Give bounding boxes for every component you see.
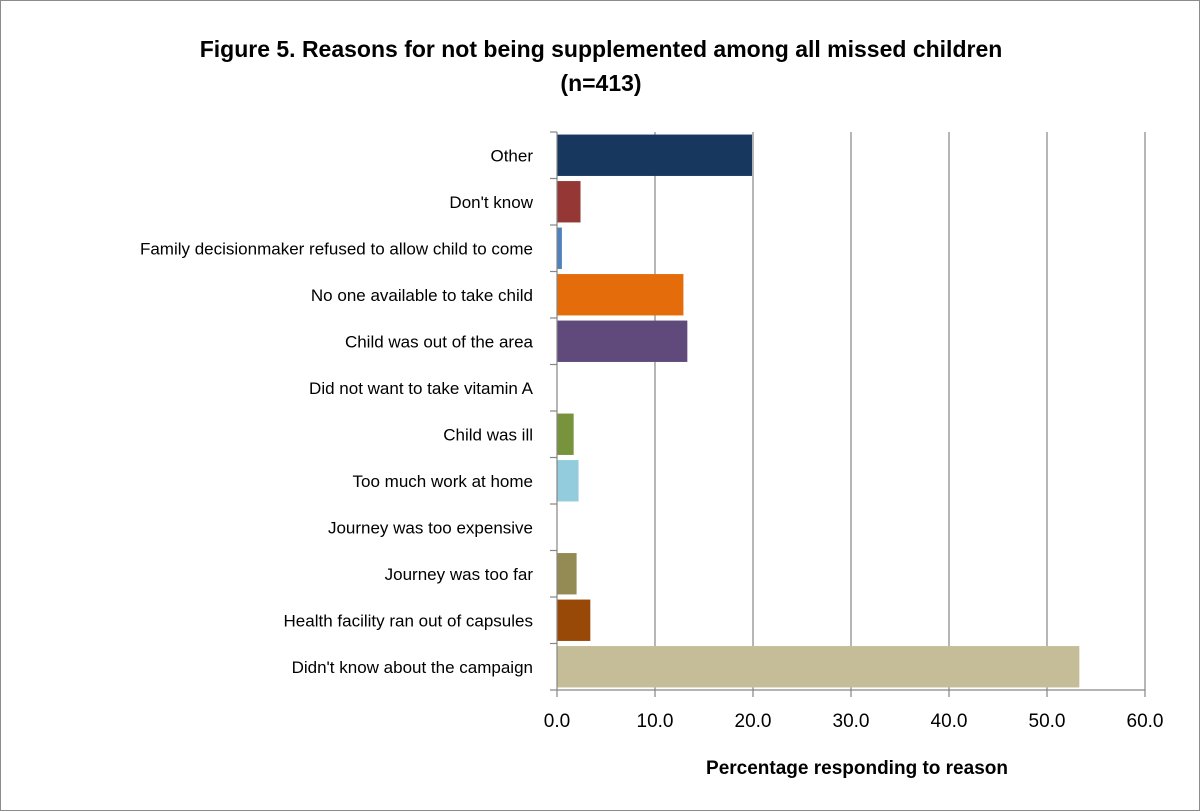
bar <box>557 181 581 223</box>
axes <box>550 131 1146 697</box>
x-tick-label: 10.0 <box>637 711 674 732</box>
category-label: Did not want to take vitamin A <box>309 379 534 398</box>
x-tick-label: 40.0 <box>931 711 968 732</box>
x-tick-label: 50.0 <box>1029 711 1066 732</box>
category-label: Family decisionmaker refused to allow ch… <box>140 239 533 258</box>
bar <box>557 134 753 176</box>
x-axis-title: Percentage responding to reason <box>706 758 1008 779</box>
bar <box>557 413 574 455</box>
bar <box>557 227 562 269</box>
category-label: Journey was too far <box>385 565 534 584</box>
chart-title-line-1: Figure 5. Reasons for not being suppleme… <box>200 36 1003 62</box>
gridlines <box>654 132 1146 690</box>
category-label: Child was ill <box>443 425 533 444</box>
x-tick-label: 30.0 <box>833 711 870 732</box>
category-label: No one available to take child <box>311 286 533 305</box>
category-label: Health facility ran out of capsules <box>284 611 533 630</box>
category-labels: Other Don't know Family decisionmaker refu… <box>140 146 534 677</box>
x-tick-label: 0.0 <box>544 711 570 732</box>
x-tick-label: 20.0 <box>735 711 772 732</box>
category-label: Don't know <box>449 193 533 212</box>
category-label: Journey was too expensive <box>328 518 533 537</box>
bar <box>557 599 591 641</box>
category-label: Other <box>490 146 533 165</box>
chart-title-line-2: (n=413) <box>560 70 641 96</box>
bars <box>557 134 1080 688</box>
category-label: Child was out of the area <box>345 332 534 351</box>
category-label: Too much work at home <box>353 472 533 491</box>
bar <box>557 646 1080 688</box>
x-tick-labels: 0.0 10.0 20.0 30.0 40.0 50.0 60.0 <box>544 711 1164 732</box>
x-tick-label: 60.0 <box>1127 711 1164 732</box>
category-label: Didn't know about the campaign <box>292 658 533 677</box>
bar <box>557 320 688 362</box>
bar <box>557 553 577 595</box>
bar <box>557 274 684 316</box>
bar <box>557 460 579 502</box>
